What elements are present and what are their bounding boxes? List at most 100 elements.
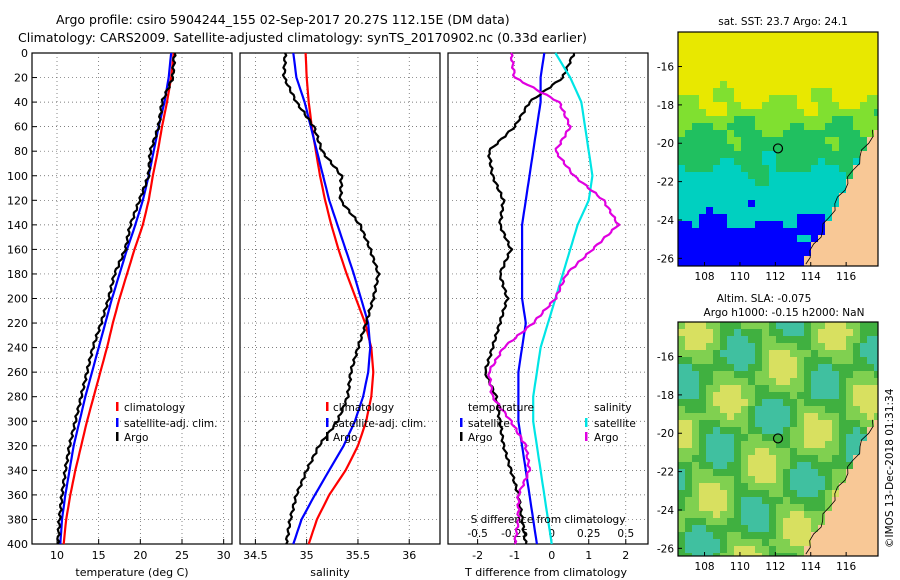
map-cell: [685, 116, 692, 123]
map-cell: [832, 413, 839, 420]
map-cell: [818, 462, 825, 469]
map-cell: [769, 539, 776, 546]
map-cell: [713, 504, 720, 511]
map-cell: [839, 95, 846, 102]
map-cell: [853, 60, 860, 67]
map-cell: [790, 504, 797, 511]
map-cell: [727, 249, 734, 256]
map-cell: [727, 235, 734, 242]
map-cell: [748, 504, 755, 511]
map-cell: [685, 228, 692, 235]
map-cell: [818, 553, 825, 556]
map-cell: [783, 469, 790, 476]
map-cell: [790, 469, 797, 476]
map-cell: [727, 137, 734, 144]
map-cell: [860, 483, 867, 490]
map-cell: [748, 553, 755, 556]
map-cell: [706, 242, 713, 249]
map-cell: [874, 172, 878, 179]
map-cell: [832, 193, 839, 200]
map-cell: [734, 123, 741, 130]
map-cell: [818, 165, 825, 172]
map-cell: [699, 102, 706, 109]
map-cell: [797, 74, 804, 81]
map-cell: [776, 74, 783, 81]
map-cell: [685, 193, 692, 200]
map-cell: [755, 137, 762, 144]
sla-map-subtitle: Argo h1000: -0.15 h2000: NaN: [704, 307, 865, 319]
map-cell: [797, 179, 804, 186]
map-cell: [692, 371, 699, 378]
map-cell: [685, 102, 692, 109]
map-cell: [748, 249, 755, 256]
map-cell: [678, 434, 685, 441]
map-cell: [699, 553, 706, 556]
depth-tick-label: 160: [7, 243, 28, 256]
map-cell: [727, 256, 734, 263]
map-cell: [783, 539, 790, 546]
map-cell: [706, 116, 713, 123]
map-cell: [825, 172, 832, 179]
map-cell: [678, 228, 685, 235]
map-cell: [839, 329, 846, 336]
map-cell: [713, 32, 720, 39]
map-cell: [727, 420, 734, 427]
map-cell: [734, 67, 741, 74]
map-cell: [699, 427, 706, 434]
map-cell: [699, 263, 706, 266]
map-cell: [720, 53, 727, 60]
map-cell: [678, 102, 685, 109]
map-cell: [699, 242, 706, 249]
map-cell: [720, 336, 727, 343]
map-cell: [699, 200, 706, 207]
map-cell: [867, 406, 874, 413]
map-cell: [706, 102, 713, 109]
map-cell: [762, 60, 769, 67]
map-cell: [769, 109, 776, 116]
map-cell: [832, 434, 839, 441]
map-cell: [839, 116, 846, 123]
map-cell: [692, 448, 699, 455]
map-cell: [734, 546, 741, 553]
map-cell: [783, 46, 790, 53]
map-cell: [762, 193, 769, 200]
map-cell: [797, 228, 804, 235]
map-cell: [804, 256, 811, 263]
map-cell: [804, 263, 811, 266]
map-cell: [776, 357, 783, 364]
map-cell: [790, 151, 797, 158]
map-cell: [692, 53, 699, 60]
map-cell: [867, 81, 874, 88]
map-cell: [734, 249, 741, 256]
map-cell: [804, 46, 811, 53]
map-cell: [741, 256, 748, 263]
map-cell: [860, 532, 867, 539]
map-cell: [867, 511, 874, 518]
map-cell: [678, 441, 685, 448]
map-cell: [783, 434, 790, 441]
map-cell: [818, 137, 825, 144]
map-cell: [846, 490, 853, 497]
map-cell: [853, 81, 860, 88]
map-cell: [818, 329, 825, 336]
map-cell: [685, 172, 692, 179]
figure-title-line1: Argo profile: csiro 5904244_155 02-Sep-2…: [56, 12, 510, 27]
map-cell: [860, 235, 867, 242]
map-cell: [825, 322, 832, 329]
map-cell: [713, 539, 720, 546]
map-cell: [783, 357, 790, 364]
map-cell: [846, 322, 853, 329]
map-cell: [727, 130, 734, 137]
map-cell: [860, 207, 867, 214]
map-cell: [860, 336, 867, 343]
map-cell: [853, 518, 860, 525]
legend-swatch-climatology: [326, 402, 329, 411]
map-cell: [811, 123, 818, 130]
map-cell: [727, 357, 734, 364]
map-cell: [713, 193, 720, 200]
map-cell: [713, 256, 720, 263]
map-cell: [811, 448, 818, 455]
map-cell: [769, 322, 776, 329]
map-cell: [846, 221, 853, 228]
map-cell: [748, 469, 755, 476]
